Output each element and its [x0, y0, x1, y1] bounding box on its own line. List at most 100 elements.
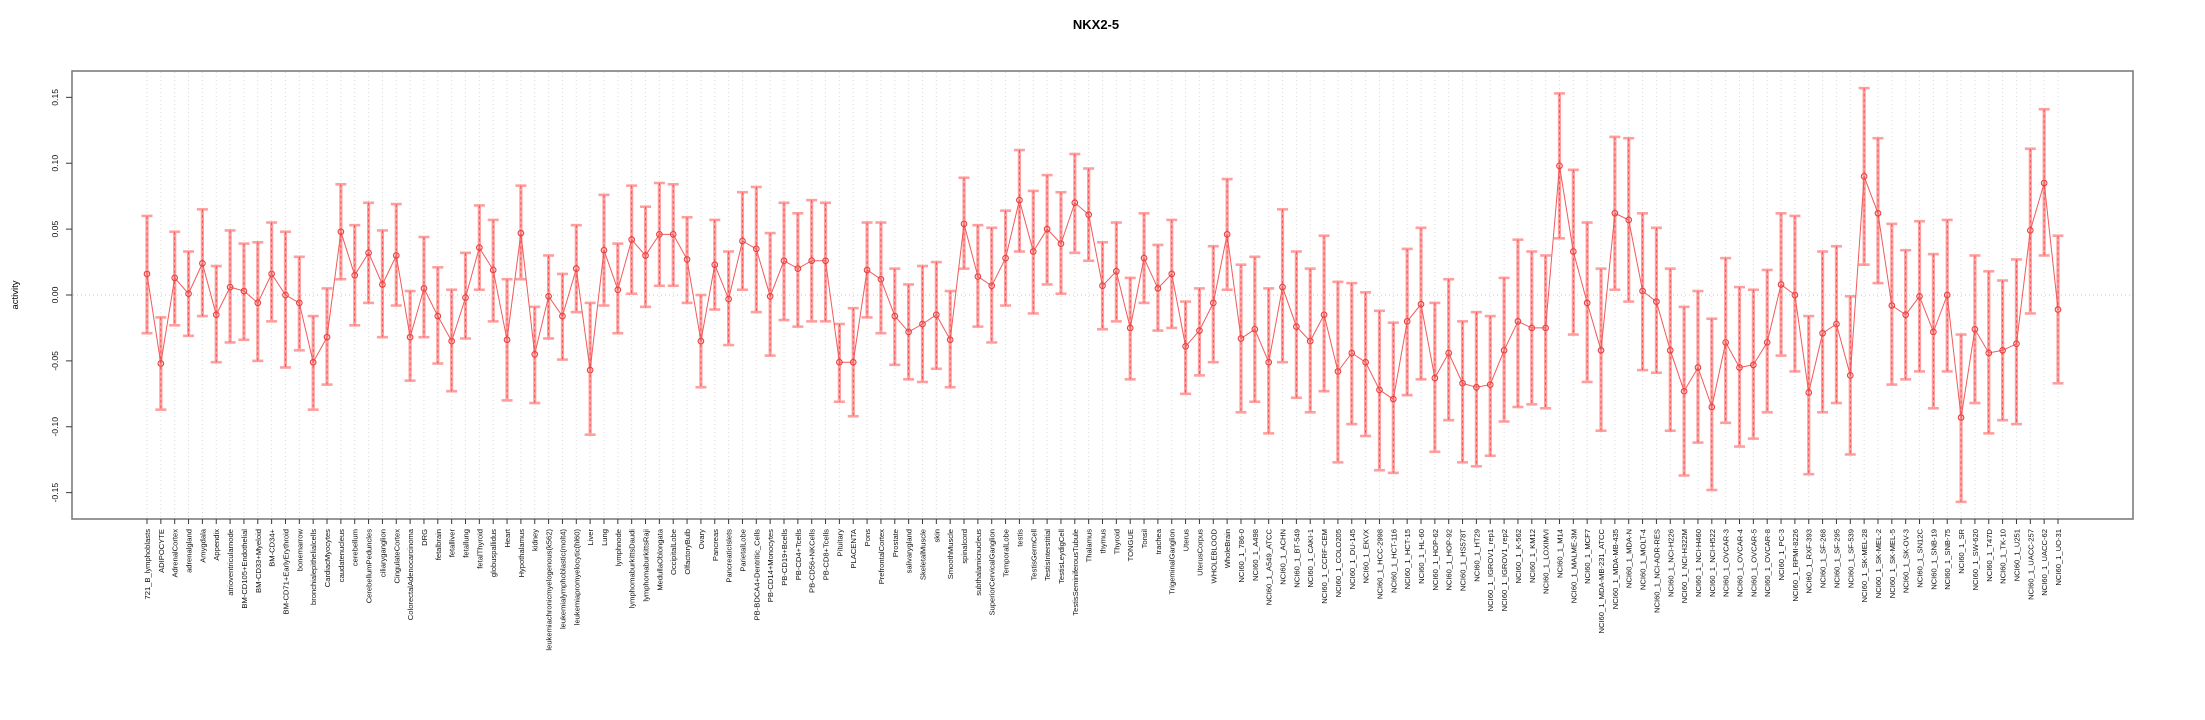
x-tick-label: Thalamus: [1085, 529, 1094, 563]
x-tick-label: NCI60_1_NCI-ADR-RES: [1652, 529, 1661, 613]
y-tick-label: -0.05: [50, 351, 60, 371]
data-point: [1154, 285, 1162, 292]
data-point: [656, 231, 663, 238]
x-tick-label: NCI60_1_IGROV1_rep2: [1500, 529, 1509, 611]
x-tick-label: NCI60_1_TK-10: [1999, 529, 2008, 584]
x-tick-label: PB-BDCA4+Dentritic_Cells: [752, 529, 761, 621]
data-point: [1459, 379, 1466, 387]
x-tick-label: NCI60_1_BT-549: [1292, 529, 1301, 588]
data-point: [1099, 282, 1106, 290]
data-point: [1556, 162, 1563, 170]
data-point: [1403, 318, 1411, 325]
x-tick-label: Ovary: [697, 529, 706, 549]
data-point: [351, 271, 359, 279]
y-tick-label: 0.05: [50, 221, 60, 238]
x-tick-label: leukemiachronicmyelogenous(k562): [545, 529, 554, 651]
x-tick-label: NCI60_1_CAKI-1: [1306, 529, 1315, 588]
data-point: [1625, 216, 1633, 224]
x-tick-label: NCI60_1_SW-620: [1971, 529, 1980, 591]
data-point: [1597, 346, 1605, 354]
data-point: [337, 228, 345, 236]
data-point: [794, 265, 802, 272]
data-point: [1930, 328, 1937, 336]
data-point: [1791, 291, 1799, 299]
x-tick-label: Appendix: [212, 529, 221, 561]
x-tick-label: PB-CD19+Bcells: [780, 529, 789, 586]
x-tick-label: NCI60_1_MDA-MB-435: [1611, 529, 1620, 609]
data-point: [254, 299, 262, 307]
data-point: [836, 358, 843, 366]
x-tick-label: globuspallidus: [489, 529, 498, 577]
x-tick-label: NCI60_1_786-0: [1237, 529, 1246, 583]
data-point: [226, 283, 234, 291]
x-tick-label: Amygdala: [198, 528, 207, 563]
data-point: [1957, 414, 1965, 421]
y-tick-label: -0.10: [50, 417, 60, 437]
x-tick-label: BM-CD33+Myeloid: [254, 529, 263, 593]
data-point: [1431, 374, 1439, 382]
data-point: [1569, 248, 1577, 255]
x-tick-label: ADIPOCYTE: [157, 529, 166, 573]
x-tick-label: NCI60_1_NCI-H226: [1666, 529, 1675, 597]
x-tick-label: NCI60_1_HCC-2998: [1375, 529, 1384, 599]
x-tick-label: SkeletalMuscle: [918, 529, 927, 580]
data-point: [1334, 368, 1342, 375]
data-point: [1320, 311, 1328, 319]
x-tick-label: NCI60_1_HL-60: [1417, 529, 1426, 584]
x-tick-label: NCI60_1_U251: [2012, 529, 2021, 581]
x-tick-label: TestisGermCell: [1029, 529, 1038, 581]
series-line-group: [146, 165, 2059, 418]
data-point: [614, 286, 622, 294]
x-tick-label: NCI60_1_SK-MEL-5: [1888, 529, 1897, 598]
data-point: [365, 249, 372, 257]
data-point: [1874, 209, 1882, 217]
x-tick-label: NCI60_1_UACC-257: [2026, 529, 2035, 600]
x-tick-label: lymphnode: [614, 529, 623, 566]
data-point: [683, 256, 691, 263]
x-tick-label: lymphomaburkittsDaudi: [628, 529, 637, 609]
x-tick-label: NCI60_1_SF-539: [1846, 529, 1855, 588]
data-point: [1251, 325, 1259, 333]
x-tick-label: NCI60_1_DU-145: [1348, 529, 1357, 589]
data-point: [600, 246, 608, 254]
data-point: [1486, 381, 1494, 388]
data-point: [1763, 339, 1771, 346]
data-point: [1209, 299, 1217, 307]
data-point: [295, 299, 303, 307]
data-point: [1985, 349, 1993, 357]
x-tick-label: NCI60_1_SNB-75: [1943, 529, 1952, 590]
x-tick-label: PB-CD4+Tcells: [794, 529, 803, 580]
x-tick-label: bonemarrow: [295, 528, 304, 571]
data-point: [1376, 386, 1383, 394]
x-tick-label: adrenalgland: [185, 529, 194, 573]
x-tick-label: NCI60_1_OVCAR-4: [1736, 529, 1745, 597]
chart-title: NKX2-5: [1073, 17, 1119, 32]
data-point: [2013, 340, 2020, 348]
data-point: [282, 291, 289, 299]
data-point: [2054, 306, 2062, 313]
x-tick-label: NCI60_1_T47D: [1985, 528, 1994, 581]
x-tick-label: NCI60_1_MDA-N: [1625, 529, 1634, 588]
data-point: [212, 311, 220, 319]
data-point: [462, 294, 469, 301]
data-point: [974, 273, 982, 280]
x-tick-label: NCI60_1_PC-3: [1777, 529, 1786, 581]
data-point: [586, 366, 594, 374]
x-tick-label: NCI60_1_HT29: [1472, 529, 1481, 582]
x-tick-label: Liver: [586, 529, 595, 546]
x-tick-label: NCI60_1_MALME-3M: [1569, 529, 1578, 603]
data-point: [1916, 292, 1923, 300]
x-tick-label: NCI60_1_KM12: [1528, 529, 1537, 583]
data-point: [932, 311, 940, 319]
data-point: [766, 292, 774, 300]
x-tick-label: PrefrontalCortex: [877, 529, 886, 584]
data-point: [185, 290, 192, 298]
data-point: [1708, 403, 1716, 411]
data-point: [988, 282, 996, 290]
data-point: [1473, 383, 1480, 391]
x-tick-label: TestisSeminiferousTubule: [1071, 529, 1080, 616]
data-point: [406, 333, 414, 341]
x-tick-label: BM-CD34+: [268, 528, 277, 566]
data-point: [1749, 361, 1757, 369]
